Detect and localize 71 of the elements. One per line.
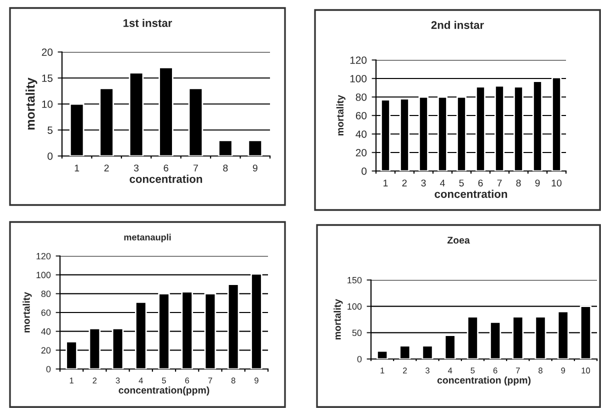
y-tick-label: 80 <box>356 94 367 101</box>
x-tick-label: 9 <box>254 378 258 384</box>
chart-title: 2nd instar <box>431 20 484 29</box>
y-tick-label: 20 <box>42 48 53 56</box>
chart-title: Zoea <box>447 236 470 244</box>
x-tick-label: 4 <box>138 378 143 384</box>
x-tick-label: 10 <box>552 180 562 186</box>
x-tick-label: 4 <box>440 180 445 186</box>
y-tick-label: 40 <box>41 328 51 335</box>
y-tick-label: 10 <box>42 100 53 108</box>
y-tick-label: 120 <box>36 252 51 260</box>
x-tick-label: 7 <box>208 378 212 384</box>
chart-title: 1st instar <box>124 18 172 27</box>
x-tick-label: 1 <box>384 180 388 186</box>
x-tick-label: 4 <box>448 368 452 374</box>
y-tick-label: 150 <box>348 276 362 284</box>
x-tick-label: 2 <box>402 180 407 186</box>
y-tick-label: 120 <box>350 56 367 64</box>
x-tick-label: 8 <box>223 164 228 172</box>
y-tick-label: 20 <box>41 347 51 354</box>
y-tick-label: 20 <box>356 149 367 156</box>
chart-title: metanaupli <box>124 234 171 242</box>
y-axis-title: mortality <box>22 292 32 332</box>
x-tick-label: 6 <box>164 164 168 172</box>
x-axis-title: concentration(ppm) <box>118 386 210 396</box>
x-tick-label: 5 <box>459 180 464 186</box>
x-tick-label: 7 <box>497 180 502 186</box>
x-tick-label: 9 <box>252 164 258 172</box>
x-tick-label: 5 <box>162 378 166 384</box>
x-tick-label: 9 <box>561 368 566 374</box>
y-axis-title: mortality <box>336 95 346 136</box>
x-tick-label: 7 <box>516 368 520 374</box>
x-tick-label: 2 <box>92 378 97 384</box>
x-tick-label: 3 <box>116 378 120 384</box>
y-tick-label: 40 <box>356 130 367 138</box>
x-tick-label: 6 <box>185 378 190 384</box>
x-tick-label: 7 <box>194 164 198 172</box>
x-tick-label: 6 <box>493 368 498 374</box>
x-tick-label: 3 <box>421 180 426 186</box>
x-tick-label: 5 <box>470 368 475 374</box>
y-tick-label: 60 <box>356 112 367 120</box>
x-tick-label: 1 <box>380 368 384 374</box>
y-tick-label: 80 <box>41 290 51 298</box>
x-tick-label: 6 <box>478 180 483 186</box>
x-axis-title: concentration <box>434 190 508 198</box>
x-tick-label: 1 <box>70 378 74 384</box>
y-tick-label: 100 <box>350 75 367 82</box>
x-tick-label: 3 <box>426 368 430 374</box>
y-tick-label: 100 <box>348 303 362 310</box>
y-tick-label: 0 <box>46 366 51 372</box>
x-tick-label: 1 <box>74 164 80 172</box>
x-tick-label: 8 <box>516 180 521 186</box>
x-tick-label: 8 <box>538 368 542 374</box>
y-axis-title: mortality <box>26 78 38 130</box>
x-tick-label: 10 <box>582 368 590 374</box>
x-tick-label: 8 <box>231 378 236 384</box>
x-axis-title: concentration <box>130 174 202 183</box>
y-tick-label: 100 <box>36 272 51 278</box>
x-tick-label: 2 <box>403 368 407 374</box>
y-tick-label: 15 <box>42 74 53 82</box>
y-tick-label: 0 <box>362 168 367 175</box>
y-tick-label: 5 <box>48 126 53 134</box>
y-tick-label: 0 <box>357 356 362 362</box>
y-tick-label: 60 <box>41 309 51 316</box>
y-axis-title: mortality <box>334 299 343 340</box>
x-axis-title: concentration (ppm) <box>437 376 531 386</box>
x-tick-label: 2 <box>104 164 109 172</box>
y-tick-label: 50 <box>352 330 362 336</box>
x-tick-label: 3 <box>134 164 139 172</box>
y-tick-label: 0 <box>48 152 53 160</box>
x-tick-label: 9 <box>535 180 540 186</box>
